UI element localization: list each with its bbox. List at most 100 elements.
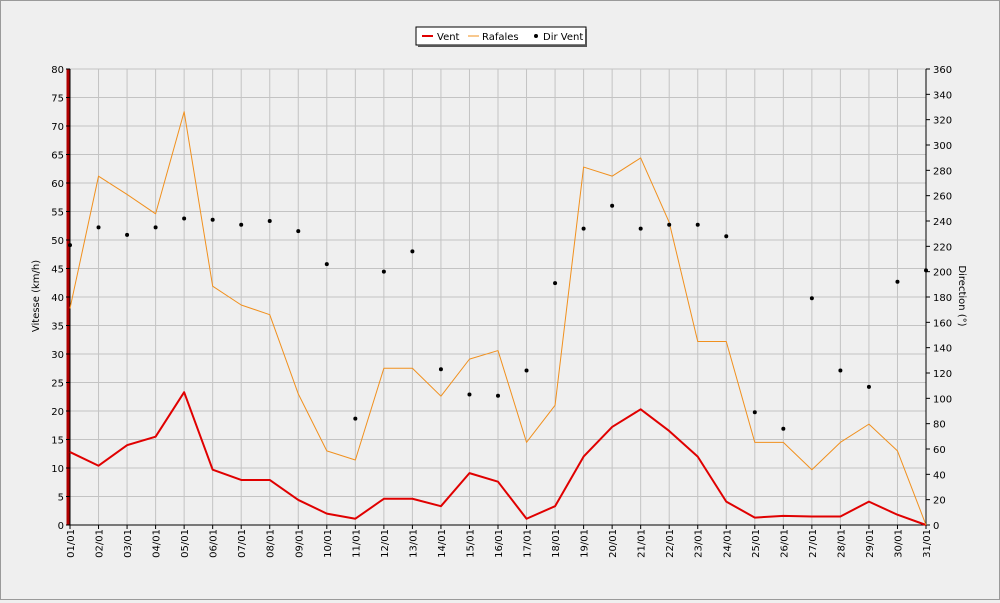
y-tick-label: 40 <box>51 293 64 304</box>
x-tick-label: 19/01 <box>580 529 591 558</box>
y2-tick-label: 60 <box>933 445 946 456</box>
y-tick-label: 30 <box>51 350 64 361</box>
y-tick-label: 55 <box>51 208 64 219</box>
x-tick-label: 07/01 <box>237 529 248 558</box>
y2-tick-label: 340 <box>933 90 952 101</box>
y-tick-label: 60 <box>51 179 64 190</box>
y-tick-label: 10 <box>51 464 64 475</box>
y2-tick-label: 200 <box>933 268 952 279</box>
y2-tick-label: 220 <box>933 242 952 253</box>
data-point <box>695 222 700 227</box>
data-point <box>410 249 415 254</box>
data-point <box>724 234 729 239</box>
x-tick-label: 27/01 <box>808 529 819 558</box>
y2-tick-label: 260 <box>933 192 952 203</box>
legend: Vent Rafales Dir Vent <box>415 26 587 47</box>
y-tick-label: 70 <box>51 122 64 133</box>
x-tick-label: 22/01 <box>665 529 676 558</box>
data-point <box>324 262 329 267</box>
legend-label-rafales: Rafales <box>482 32 519 43</box>
y2-tick-label: 0 <box>933 521 939 532</box>
y2-tick-label: 100 <box>933 394 952 405</box>
legend-swatch-dir-vent <box>534 34 538 38</box>
series-rafales <box>69 111 927 526</box>
y-tick-label: 50 <box>51 236 64 247</box>
series-line <box>69 391 927 526</box>
y2-tick-label: 20 <box>933 496 946 507</box>
data-point <box>68 243 72 248</box>
y2-tick-label: 80 <box>933 420 946 431</box>
series-vent <box>69 391 927 526</box>
data-point <box>581 226 586 231</box>
data-point <box>210 217 215 222</box>
y2-tick-label: 360 <box>933 65 952 76</box>
data-point <box>182 216 187 221</box>
series-dir-vent <box>68 203 928 431</box>
x-tick-label: 16/01 <box>494 529 505 558</box>
data-point <box>809 296 814 301</box>
y2-tick-label: 180 <box>933 293 952 304</box>
data-point <box>96 225 101 230</box>
x-tick-label: 14/01 <box>437 529 448 558</box>
y2-tick-label: 240 <box>933 217 952 228</box>
data-point <box>752 410 757 415</box>
legend-label-dir-vent: Dir Vent <box>543 32 583 43</box>
data-point <box>296 229 301 234</box>
data-point <box>153 225 158 230</box>
series-line <box>69 111 927 526</box>
grid <box>69 68 927 526</box>
x-tick-label: 23/01 <box>694 529 705 558</box>
y2-tick-label: 120 <box>933 369 952 380</box>
data-point <box>638 226 643 231</box>
x-tick-label: 31/01 <box>922 529 933 558</box>
x-tick-label: 26/01 <box>779 529 790 558</box>
x-tick-label: 17/01 <box>523 529 534 558</box>
x-tick-label: 29/01 <box>865 529 876 558</box>
data-point <box>667 222 672 227</box>
x-tick-label: 02/01 <box>95 529 106 558</box>
plot-area: 0 5 10 15 20 25 30 35 40 45 50 55 60 65 70 75 80 0 20 40 60 8… <box>51 65 952 558</box>
data-point <box>438 367 443 372</box>
x-tick-label: 11/01 <box>351 529 362 558</box>
y-tick-label: 20 <box>51 407 64 418</box>
x-tick-label: 06/01 <box>209 529 220 558</box>
x-tick-label: 15/01 <box>465 529 476 558</box>
y2-tick-label: 160 <box>933 318 952 329</box>
data-point <box>496 393 500 398</box>
y2-axis-label: Direction (°) <box>956 265 967 326</box>
legend-label-vent: Vent <box>437 32 460 43</box>
data-point <box>467 392 472 397</box>
y-tick-label: 15 <box>51 436 64 447</box>
x-tick-label: 09/01 <box>294 529 305 558</box>
x-tick-label: 04/01 <box>152 529 163 558</box>
y2-tick-label: 140 <box>933 344 952 355</box>
x-tick-label: 05/01 <box>180 529 191 558</box>
y-tick-label: 80 <box>51 65 64 76</box>
y2-tick-label: 320 <box>933 116 952 127</box>
y-tick-label: 25 <box>51 379 64 390</box>
y-axis-label: Vitesse (km/h) <box>31 260 42 332</box>
x-tick-label: 13/01 <box>408 529 419 558</box>
x-tick-label: 25/01 <box>751 529 762 558</box>
x-tick-label: 30/01 <box>893 529 904 558</box>
y-tick-label: 65 <box>51 151 64 162</box>
data-point <box>838 368 843 373</box>
data-point <box>781 426 786 431</box>
y-tick-label: 5 <box>58 493 64 504</box>
x-tick-label: 28/01 <box>836 529 847 558</box>
x-tick-label: 10/01 <box>323 529 334 558</box>
y-tick-label: 0 <box>58 521 64 532</box>
y2-tick-label: 280 <box>933 166 952 177</box>
y-tick-label: 45 <box>51 265 64 276</box>
x-tick-label: 24/01 <box>722 529 733 558</box>
x-tick-label: 20/01 <box>608 529 619 558</box>
y-tick-label: 35 <box>51 322 64 333</box>
x-tick-label: 01/01 <box>66 529 77 558</box>
data-point <box>125 232 130 237</box>
data-point <box>866 384 871 389</box>
data-point <box>924 268 928 273</box>
data-point <box>895 279 900 284</box>
data-point <box>267 219 272 223</box>
